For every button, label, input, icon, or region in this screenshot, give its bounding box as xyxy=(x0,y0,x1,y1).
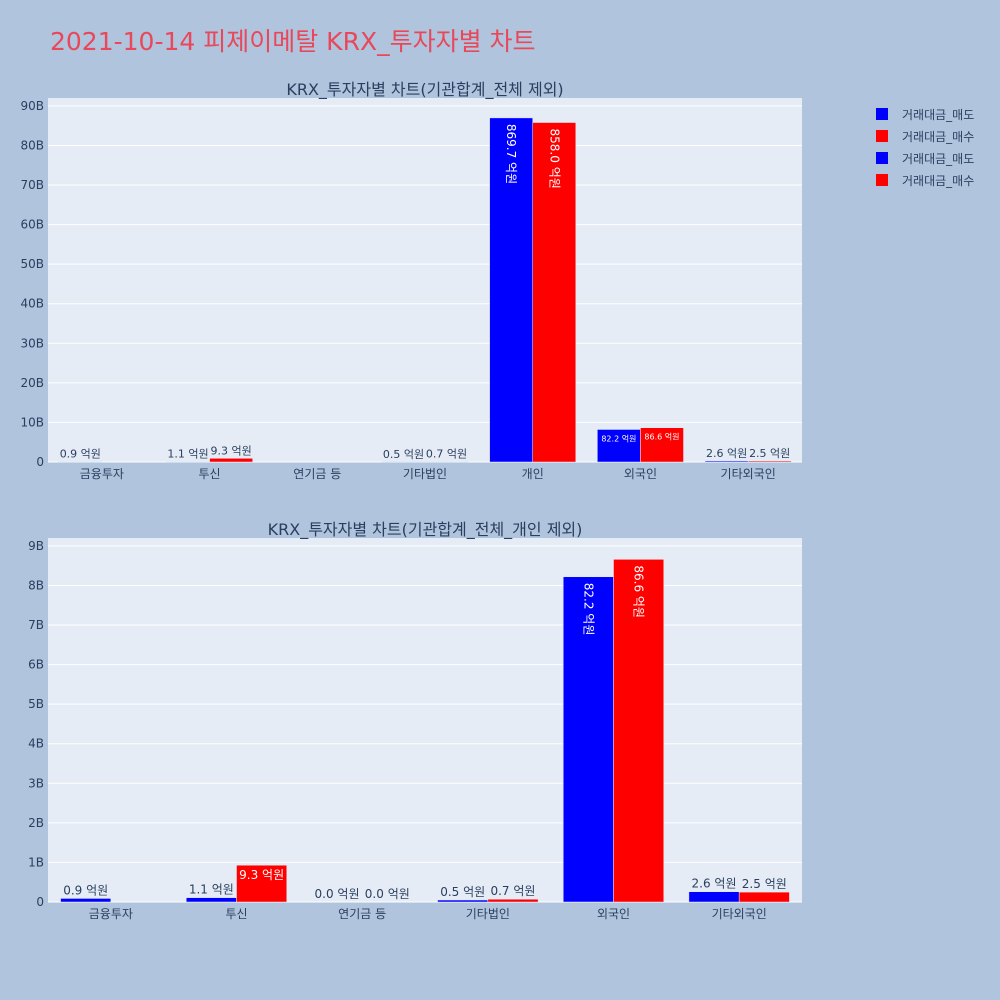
y-tick-label: 4B xyxy=(28,737,44,751)
data-label: 1.1 억원 xyxy=(189,883,234,897)
x-tick-label: 투신 xyxy=(225,907,247,921)
y-tick-label: 20B xyxy=(20,376,44,390)
data-label: 0.0 억원 xyxy=(365,887,410,901)
x-tick-label: 기타외국인 xyxy=(721,467,776,481)
x-tick-label: 개인 xyxy=(522,467,544,481)
data-label: 0.5 억원 xyxy=(440,885,485,899)
bar xyxy=(597,429,641,463)
plot-area xyxy=(48,538,802,902)
bar xyxy=(640,427,684,463)
x-tick-label: 금융투자 xyxy=(80,467,124,481)
x-tick-label: 기타외국인 xyxy=(712,907,767,921)
x-tick-label: 연기금 등 xyxy=(338,907,386,921)
legend-swatch[interactable] xyxy=(876,174,888,186)
legend-swatch[interactable] xyxy=(876,108,888,120)
page-title: 2021-10-14 피제이메탈 KRX_투자자별 차트 xyxy=(50,27,536,56)
x-tick-label: 외국인 xyxy=(597,907,630,921)
chart-title: KRX_투자자별 차트(기관합계_전체 제외) xyxy=(286,80,563,100)
legend-label[interactable]: 거래대금_매도 xyxy=(902,108,974,122)
bar xyxy=(688,891,740,903)
y-tick-label: 1B xyxy=(28,855,44,869)
data-label: 0.5 억원 xyxy=(383,448,424,461)
data-label: 9.3 억원 xyxy=(239,868,284,882)
y-tick-label: 40B xyxy=(20,297,44,311)
data-label: 0.7 억원 xyxy=(490,884,535,898)
data-label: 9.3 억원 xyxy=(210,444,251,457)
bar xyxy=(562,576,614,903)
y-tick-label: 0 xyxy=(36,895,44,909)
data-label: 2.5 억원 xyxy=(742,877,787,891)
data-label: 82.2 억원 xyxy=(601,433,636,443)
bar xyxy=(704,460,749,463)
data-label: 86.6 억원 xyxy=(632,565,646,618)
y-tick-label: 2B xyxy=(28,816,44,830)
data-label: 858.0 억원 xyxy=(547,129,561,189)
y-tick-label: 60B xyxy=(20,218,44,232)
y-tick-label: 80B xyxy=(20,138,44,152)
chart-title: KRX_투자자별 차트(기관합계_전체_개인 제외) xyxy=(268,520,583,540)
y-tick-label: 5B xyxy=(28,697,44,711)
y-tick-label: 90B xyxy=(20,99,44,113)
x-tick-label: 연기금 등 xyxy=(293,467,341,481)
legend-label[interactable]: 거래대금_매수 xyxy=(902,174,974,188)
y-tick-label: 30B xyxy=(20,336,44,350)
data-label: 1.1 억원 xyxy=(167,448,208,461)
x-tick-label: 금융투자 xyxy=(89,907,133,921)
data-label: 0.9 억원 xyxy=(63,883,108,897)
bar xyxy=(747,460,792,463)
data-label: 0.7 억원 xyxy=(426,448,467,461)
plot-area xyxy=(48,98,802,462)
legend-swatch[interactable] xyxy=(876,130,888,142)
legend-label[interactable]: 거래대금_매수 xyxy=(902,130,974,144)
y-tick-label: 8B xyxy=(28,578,44,592)
x-tick-label: 투신 xyxy=(199,467,221,481)
y-tick-label: 6B xyxy=(28,658,44,672)
y-tick-label: 9B xyxy=(28,539,44,553)
bar xyxy=(489,117,533,463)
bar xyxy=(487,898,539,903)
bar xyxy=(236,864,288,903)
x-tick-label: 외국인 xyxy=(624,467,657,481)
y-tick-label: 3B xyxy=(28,776,44,790)
bar xyxy=(185,897,237,903)
data-label: 2.6 억원 xyxy=(692,877,737,891)
y-tick-label: 0 xyxy=(36,455,44,469)
x-tick-label: 기타법인 xyxy=(466,907,510,921)
y-tick-label: 50B xyxy=(20,257,44,271)
chart-top: 0 10B 20B 30B 40B 50B 60B 70B 80B 90B KRX_투자자별 차트(… xyxy=(20,80,802,481)
y-tick-label: 7B xyxy=(28,618,44,632)
legend-swatch[interactable] xyxy=(876,152,888,164)
data-label: 0.9 억원 xyxy=(60,448,101,461)
legend-label[interactable]: 거래대금_매도 xyxy=(902,152,974,166)
data-label: 869.7 억원 xyxy=(504,124,518,184)
x-tick-label: 기타법인 xyxy=(403,467,447,481)
bar xyxy=(209,458,253,463)
bar xyxy=(613,559,665,903)
data-label: 0.0 억원 xyxy=(315,887,360,901)
data-label: 2.5 억원 xyxy=(749,447,790,460)
y-tick-label: 10B xyxy=(20,415,44,429)
data-label: 2.6 억원 xyxy=(706,447,747,460)
data-label: 82.2 억원 xyxy=(581,583,595,636)
bar xyxy=(738,891,790,903)
bar xyxy=(60,898,112,903)
bar xyxy=(437,899,489,903)
chart-bottom: 0 1B 2B 3B 4B 5B 6B 7B 8B 9B KRX_투자자별 차트(기관합계_전체_개… xyxy=(28,520,802,921)
data-label: 86.6 억원 xyxy=(644,432,679,442)
y-tick-label: 70B xyxy=(20,178,44,192)
bar xyxy=(532,122,577,463)
